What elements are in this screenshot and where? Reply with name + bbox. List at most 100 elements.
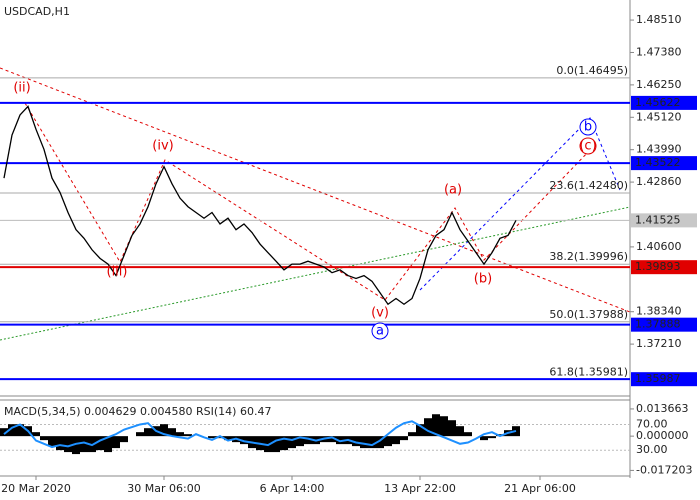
macd-bar xyxy=(176,432,184,437)
macd-bar xyxy=(80,436,88,453)
wave-circle xyxy=(371,322,389,340)
wave-label: (ii) xyxy=(13,81,30,96)
last-price-tag xyxy=(631,213,697,228)
rsi-line xyxy=(3,420,517,449)
y-tick-label: 1.37210 xyxy=(636,337,682,350)
price-line xyxy=(3,105,517,306)
y-tick-label: 1.42860 xyxy=(636,175,682,188)
wave-label: (iv) xyxy=(152,139,173,154)
macd-bar xyxy=(184,434,192,437)
fib-label: 50.0(1.37988) xyxy=(549,308,628,321)
macd-bar xyxy=(456,426,464,437)
fib-label: 23.6(1.42480) xyxy=(549,179,628,192)
macd-bar xyxy=(352,436,360,447)
x-tick-label: 20 Mar 2020 xyxy=(1,482,71,495)
level-label: 1.43522 xyxy=(635,156,681,169)
wave-line xyxy=(24,102,591,301)
macd-bar xyxy=(368,436,376,449)
fib-label: 61.8(1.35981) xyxy=(549,365,628,378)
macd-bar xyxy=(40,436,48,441)
level-tag xyxy=(631,317,697,332)
macd-bar xyxy=(480,436,488,441)
macd-bar xyxy=(304,436,312,445)
x-tick-label: 30 Mar 06:00 xyxy=(127,482,200,495)
macd-bar xyxy=(224,436,232,441)
level-tag xyxy=(631,156,697,171)
macd-bar xyxy=(488,436,496,439)
x-tick-label: 21 Apr 06:00 xyxy=(504,482,576,495)
macd-bar xyxy=(448,420,456,437)
y-tick-label: 1.43990 xyxy=(636,143,682,156)
level-label: 1.45622 xyxy=(635,96,681,109)
macd-bar xyxy=(0,428,8,437)
y-tick-label: 0.013663 xyxy=(636,402,689,415)
macd-bar xyxy=(136,432,144,437)
level-label: 1.35987 xyxy=(635,372,681,385)
y-tick-label: 1.45120 xyxy=(636,110,682,123)
macd-bar xyxy=(360,436,368,449)
macd-bar xyxy=(208,436,216,439)
macd-bar xyxy=(384,436,392,447)
wave-label: (v) xyxy=(371,306,389,321)
macd-bar xyxy=(464,432,472,437)
fib-label: 0.0(1.46495) xyxy=(556,64,628,77)
macd-bar xyxy=(376,436,384,449)
y-tick-label: 1.47380 xyxy=(636,45,682,58)
chart-title: USDCAD,H1 xyxy=(4,5,70,18)
macd-bar xyxy=(8,424,16,437)
y-tick-label: 1.40600 xyxy=(636,240,682,253)
macd-bar xyxy=(408,432,416,437)
macd-bar xyxy=(432,414,440,437)
y-tick-label: 1.48510 xyxy=(636,13,682,26)
wave-label: (a) xyxy=(444,183,462,198)
level-tag xyxy=(631,372,697,387)
macd-bar xyxy=(392,436,400,445)
level-tag xyxy=(631,260,697,275)
macd-bar xyxy=(240,436,248,445)
macd-bar xyxy=(16,424,24,437)
macd-bar xyxy=(104,436,112,453)
last-price-label: 1.41525 xyxy=(635,213,681,226)
macd-bar xyxy=(72,436,80,455)
macd-bar xyxy=(440,416,448,437)
y-tick-label: -0.017203 xyxy=(636,463,692,476)
y2-tick-label: 30.00 xyxy=(636,443,668,456)
x-tick-label: 13 Apr 22:00 xyxy=(384,482,456,495)
y-tick-label: 1.38340 xyxy=(636,305,682,318)
macd-bar xyxy=(144,428,152,437)
macd-bar xyxy=(296,436,304,447)
macd-bar xyxy=(120,436,128,443)
macd-bar xyxy=(328,436,336,443)
macd-bar xyxy=(96,436,104,451)
wave-circle xyxy=(579,137,597,155)
macd-bar xyxy=(400,436,408,441)
macd-bar xyxy=(160,424,168,437)
macd-bar xyxy=(112,436,120,449)
macd-bar xyxy=(168,428,176,437)
wave-label: (c) xyxy=(579,139,596,154)
wave-label: (b) xyxy=(474,272,492,287)
macd-bar xyxy=(48,436,56,447)
macd-bar xyxy=(288,436,296,449)
macd-bar xyxy=(32,432,40,437)
wave-circle xyxy=(579,118,597,136)
level-tag xyxy=(631,95,697,110)
trend-line xyxy=(0,206,631,341)
y-tick-label: 1.46250 xyxy=(636,78,682,91)
x-tick-label: 6 Apr 14:00 xyxy=(260,482,325,495)
macd-bar xyxy=(280,436,288,451)
macd-bar xyxy=(56,436,64,451)
macd-bar xyxy=(64,436,72,453)
wave-label: (iii) xyxy=(107,265,128,280)
wave-label: a xyxy=(376,324,384,339)
y-tick-label: 0.000000 xyxy=(636,429,689,442)
trend-line xyxy=(0,67,631,313)
wave-label: b xyxy=(584,120,592,135)
indicator-label: MACD(5,34,5) 0.004629 0.004580 RSI(14) 6… xyxy=(4,405,271,418)
macd-bar xyxy=(424,418,432,437)
y2-tick-label: 70.00 xyxy=(636,417,668,430)
level-label: 1.37888 xyxy=(635,318,681,331)
macd-bar xyxy=(416,424,424,437)
